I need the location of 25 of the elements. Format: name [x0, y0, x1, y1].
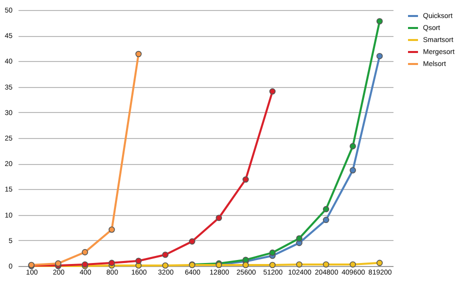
point	[376, 18, 383, 24]
point	[135, 258, 142, 264]
point	[242, 262, 249, 268]
point	[350, 167, 356, 174]
point	[82, 249, 88, 256]
point	[269, 88, 276, 95]
point	[322, 261, 330, 268]
point	[376, 260, 383, 266]
point	[242, 176, 249, 183]
point	[296, 261, 302, 268]
point	[269, 250, 276, 256]
point	[350, 143, 356, 150]
point	[162, 252, 168, 258]
point	[376, 52, 383, 60]
point	[188, 238, 196, 245]
point	[350, 261, 356, 268]
point	[322, 206, 330, 212]
point	[162, 262, 168, 269]
point	[108, 260, 115, 266]
point	[322, 216, 330, 224]
point	[108, 226, 115, 233]
point	[135, 50, 142, 58]
point	[269, 262, 276, 268]
point	[216, 214, 222, 222]
point	[296, 235, 302, 242]
